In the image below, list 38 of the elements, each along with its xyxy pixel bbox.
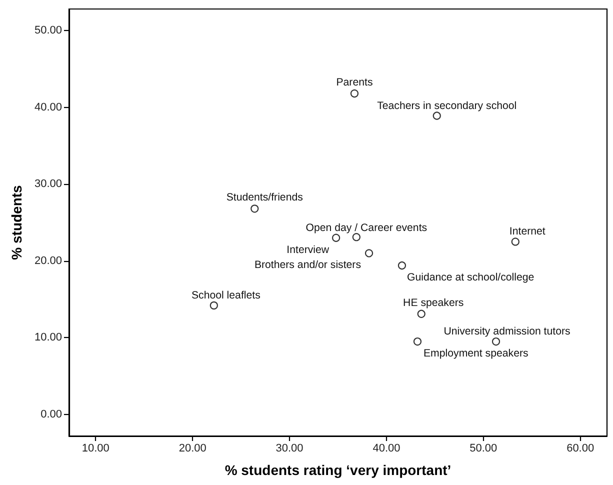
annotation: Students/friends (226, 192, 303, 204)
point (511, 238, 520, 246)
annotation: HE speakers (403, 296, 464, 309)
y-axis-title: % students (8, 184, 25, 260)
point (364, 249, 374, 258)
point (250, 204, 259, 213)
point (492, 337, 500, 346)
y-tick-label: 10.00 (34, 332, 62, 344)
annotation: Internet (509, 226, 546, 238)
annotation: Guidance at school/college (406, 272, 534, 284)
y-tick-label: 50.00 (34, 24, 62, 37)
x-tick-label: 20.00 (178, 442, 206, 454)
annotation: Teachers in secondary school (377, 100, 517, 112)
point (332, 234, 340, 242)
y-tick-label: 40.00 (34, 101, 62, 114)
point (210, 301, 218, 310)
point (350, 89, 359, 98)
point (413, 337, 422, 346)
y-tick-label: 20.00 (34, 254, 62, 267)
x-tick-label: 30.00 (276, 442, 304, 454)
point (417, 310, 426, 318)
x-tick-label: 10.00 (82, 442, 110, 454)
x-tick-label: 40.00 (372, 442, 400, 454)
point (432, 112, 441, 120)
annotation: Employment speakers (423, 348, 528, 360)
annotation: Parents (336, 76, 373, 88)
annotation: Interview (286, 244, 330, 256)
y-tick-label: 30.00 (34, 178, 62, 190)
annotation: Open day / Career events (306, 222, 428, 234)
annotation: University admission tutors (444, 326, 570, 338)
annotation: Brothers and/or sisters (254, 259, 362, 272)
x-tick-label: 50.00 (470, 442, 498, 454)
x-axis-title: % students rating ‘very important’ (224, 462, 452, 478)
point (398, 261, 406, 270)
point (352, 233, 360, 242)
x-tick-label: 60.00 (566, 442, 594, 454)
y-tick-label: 0.00 (40, 408, 62, 420)
annotation: School leaflets (191, 289, 260, 302)
